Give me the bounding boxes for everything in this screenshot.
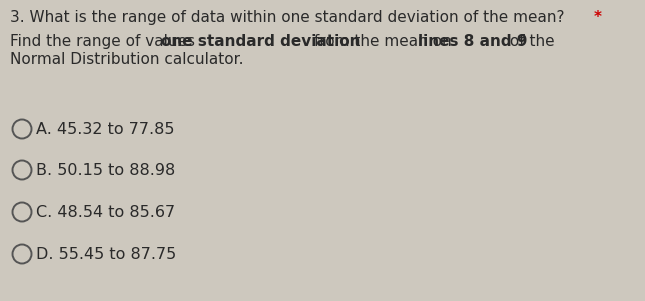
Text: from the mean on: from the mean on <box>309 34 456 49</box>
Text: C. 48.54 to 85.67: C. 48.54 to 85.67 <box>35 205 175 220</box>
Text: D. 55.45 to 87.75: D. 55.45 to 87.75 <box>35 247 175 262</box>
Text: lines 8 and 9: lines 8 and 9 <box>417 34 527 49</box>
Text: 3. What is the range of data within one standard deviation of the mean?: 3. What is the range of data within one … <box>10 10 564 25</box>
Text: of the: of the <box>504 34 554 49</box>
Text: one standard deviation: one standard deviation <box>161 34 361 49</box>
Text: B. 50.15 to 88.98: B. 50.15 to 88.98 <box>35 163 175 178</box>
Text: Normal Distribution calculator.: Normal Distribution calculator. <box>10 52 244 67</box>
Text: *: * <box>594 10 602 25</box>
Text: Find the range of values: Find the range of values <box>10 34 200 49</box>
Text: A. 45.32 to 77.85: A. 45.32 to 77.85 <box>35 122 174 137</box>
